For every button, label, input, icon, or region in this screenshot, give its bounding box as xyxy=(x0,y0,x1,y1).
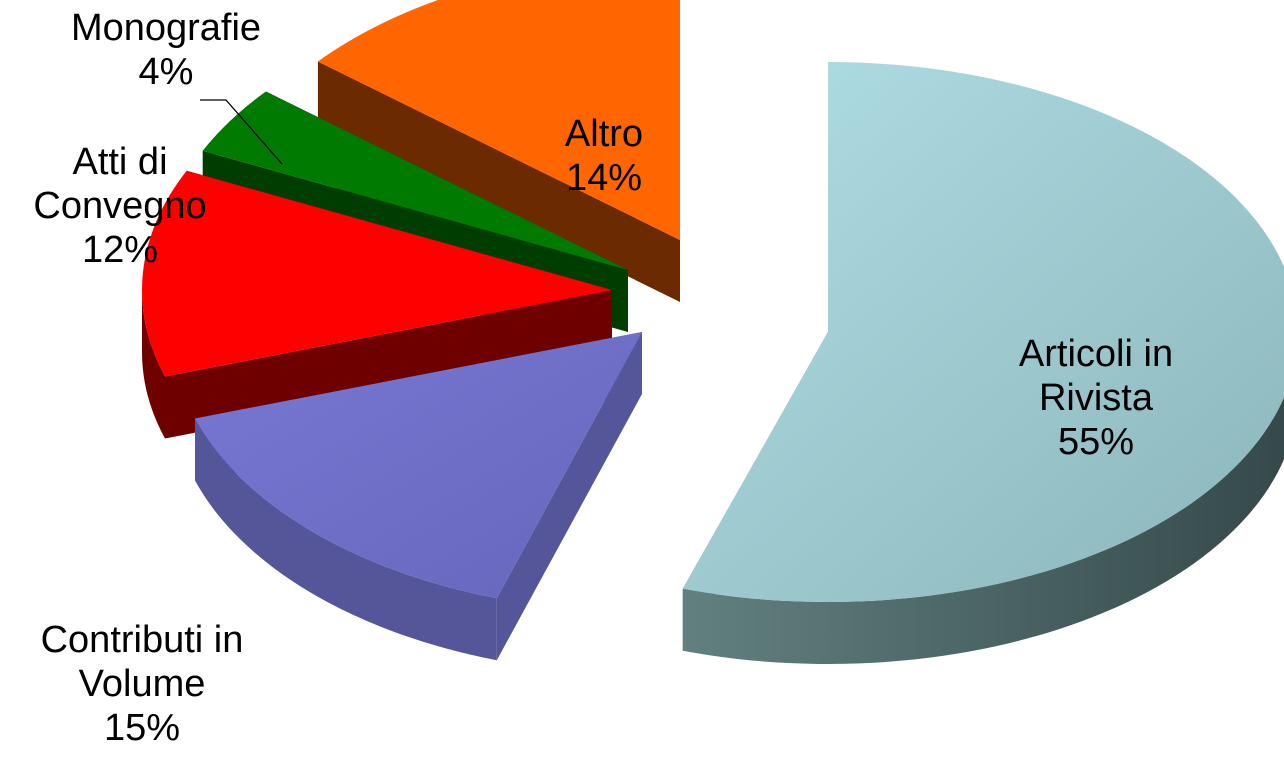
data-label-altro-line-0: Altro xyxy=(565,113,643,155)
slice-articoli xyxy=(682,62,1284,664)
slice-altro xyxy=(317,0,680,302)
data-label-atti-line-1: Convegno xyxy=(33,185,206,227)
monografie-leader-line xyxy=(200,99,283,165)
slice-monografie-top xyxy=(202,91,628,270)
data-label-articoli-line-1: Rivista xyxy=(1039,377,1154,419)
data-label-contributi-line-1: Volume xyxy=(79,663,206,705)
slice-articoli-top xyxy=(682,62,1284,602)
data-label-articoli-line-0: Articoli in xyxy=(1019,333,1173,375)
data-label-atti-line-0: Atti di xyxy=(72,141,167,183)
data-label-articoli: Articoli in Rivista 55% xyxy=(1019,333,1173,463)
slices-layer xyxy=(141,0,1284,664)
slice-contributi xyxy=(195,332,642,661)
data-label-altro-line-1: 14% xyxy=(566,157,642,199)
data-label-contributi: Contributi in Volume 15% xyxy=(41,619,244,749)
data-label-contributi-line-0: Contributi in xyxy=(41,619,244,661)
slice-altro-wall-0 xyxy=(317,61,680,302)
slice-atti-wall-0 xyxy=(165,290,612,439)
slice-contributi-side xyxy=(195,418,497,661)
data-label-monografie: Monografie 4% xyxy=(71,7,261,93)
slice-altro-top xyxy=(317,0,680,240)
data-label-atti: Atti di Convegno 12% xyxy=(33,141,206,271)
data-label-articoli-line-2: 55% xyxy=(1058,421,1134,463)
slice-atti-top xyxy=(141,170,612,377)
data-label-contributi-line-2: 15% xyxy=(104,707,180,749)
labels-layer: Articoli in Rivista 55% Contributi in Volume… xyxy=(33,7,1173,749)
data-label-atti-line-2: 12% xyxy=(82,229,158,271)
data-label-altro: Altro 14% xyxy=(565,113,643,199)
data-label-monografie-line-1: 4% xyxy=(139,51,194,93)
slice-atti xyxy=(141,170,612,439)
data-label-monografie-line-0: Monografie xyxy=(71,7,261,49)
slice-contributi-top xyxy=(195,332,642,599)
slice-contributi-wall-0 xyxy=(496,332,642,661)
slice-articoli-side xyxy=(682,397,1284,664)
slice-atti-side xyxy=(142,290,165,439)
